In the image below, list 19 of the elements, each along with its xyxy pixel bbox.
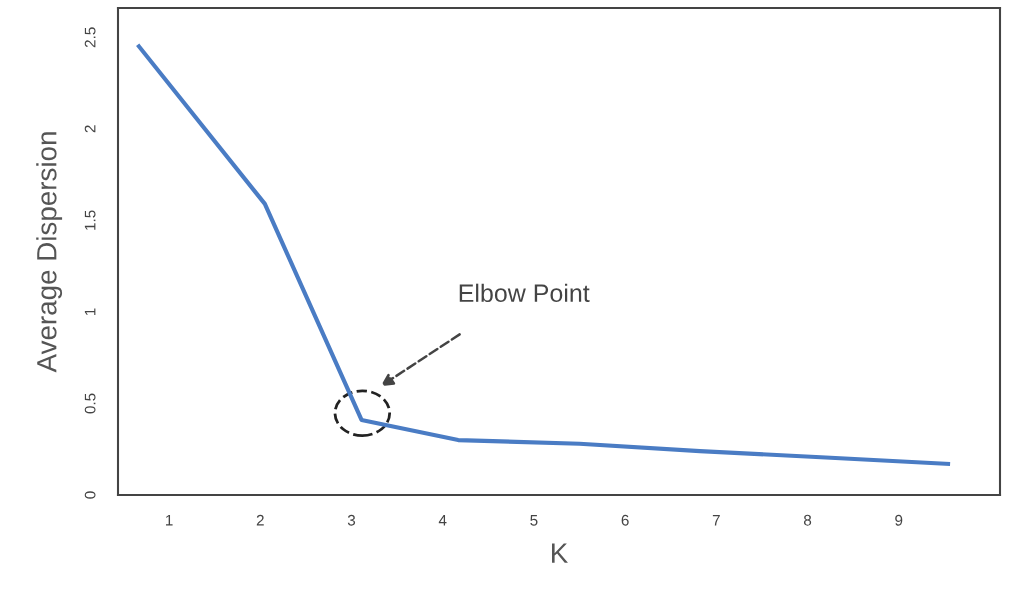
y-tick-label: 1 <box>84 308 96 315</box>
y-tick-label: 2.5 <box>84 27 96 48</box>
annotation: Elbow Point <box>459 283 590 303</box>
x-tick-label: 9 <box>895 514 903 526</box>
x-tick-label: 5 <box>530 515 538 526</box>
y-tick-label: 0.5 <box>84 393 96 414</box>
x-tick-label: 8 <box>803 514 812 526</box>
x-tick-label: 6 <box>621 514 629 526</box>
x-axis-title: K <box>552 543 568 563</box>
x-tick-label: 3 <box>347 514 356 526</box>
x-tick-label: 7 <box>712 515 720 526</box>
line-series <box>136 44 951 466</box>
y-tick-label: 1.5 <box>84 210 96 230</box>
y-tick-label: 0 <box>84 491 96 499</box>
x-tick-label: 4 <box>438 515 447 526</box>
y-axis-title: Average Dispersion <box>36 132 63 373</box>
x-tick-label: 2 <box>256 514 264 526</box>
x-tick-label: 1 <box>165 515 173 526</box>
y-tick-label: 2 <box>84 125 96 133</box>
